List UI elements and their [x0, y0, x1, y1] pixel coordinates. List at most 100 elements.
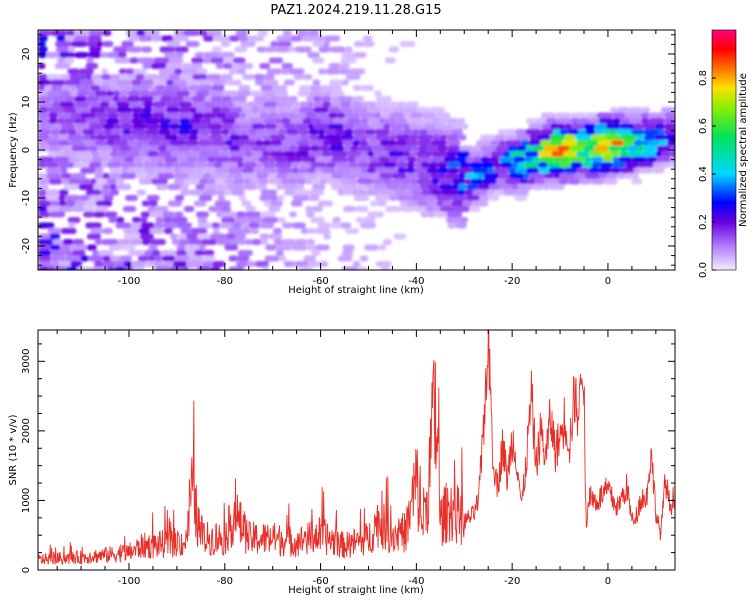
heatmap-cell: [147, 206, 157, 212]
heatmap-cell: [153, 96, 161, 102]
heatmap-cell: [78, 184, 94, 190]
heatmap-cell: [259, 233, 270, 240]
heatmap-cell: [109, 101, 117, 108]
heatmap-cell: [118, 112, 134, 119]
heatmap-cell: [231, 63, 239, 69]
heatmap-cell: [458, 173, 466, 179]
heatmap-cell: [245, 211, 261, 218]
heatmap-cell: [375, 96, 392, 102]
heatmap-cell: [262, 140, 272, 146]
heatmap-cell: [375, 261, 392, 267]
heatmap-cell: [345, 189, 352, 196]
heatmap-cell: [490, 140, 500, 146]
heatmap-cell: [446, 211, 463, 218]
heatmap-cell: [567, 129, 579, 135]
heatmap-cell: [109, 167, 122, 174]
colorbar-label: Normalized spectral amplitude: [738, 73, 749, 227]
heatmap-cell: [59, 200, 67, 207]
heatmap-cell: [219, 206, 231, 212]
heatmap-cell: [458, 134, 467, 141]
heatmap-cell: [354, 206, 369, 212]
heatmap-cell: [631, 156, 647, 163]
heatmap-cell: [104, 107, 118, 113]
heatmap-cell: [313, 101, 323, 108]
heatmap-cell: [619, 145, 629, 152]
heatmap-cell: [419, 184, 428, 190]
heatmap-cell: [129, 101, 144, 108]
heatmap-cell: [174, 46, 189, 53]
heatmap-cell: [600, 162, 613, 168]
heatmap-cell: [141, 200, 150, 207]
heatmap-cell: [38, 162, 47, 168]
heatmap-cell: [407, 156, 417, 163]
heatmap-cell: [210, 151, 220, 157]
colorbar-tick-label: 0.4: [698, 166, 709, 182]
heatmap-cell: [238, 35, 249, 42]
heatmap-cell: [343, 123, 355, 130]
heatmap-cell: [85, 74, 93, 80]
heatmap-cell: [293, 74, 304, 80]
heatmap-cell: [470, 178, 483, 185]
heatmap-cell: [38, 140, 48, 146]
heatmap-cell: [278, 112, 289, 119]
heatmap-cell: [499, 156, 515, 163]
heatmap-cell: [182, 68, 198, 75]
heatmap-cell: [38, 266, 49, 270]
heatmap-cell: [276, 173, 288, 179]
heatmap-cell: [292, 107, 300, 113]
heatmap-cell: [123, 228, 139, 234]
heatmap-cell: [432, 134, 441, 141]
heatmap-cell: [64, 96, 75, 102]
heatmap-cell: [247, 118, 265, 124]
heatmap-cell: [158, 151, 172, 157]
heatmap-cell: [80, 178, 91, 185]
heatmap-cell: [343, 206, 356, 212]
heatmap-cell: [140, 68, 147, 75]
heatmap-cell: [253, 96, 268, 102]
heatmap-cell: [299, 85, 311, 91]
heatmap-cell: [258, 107, 269, 113]
heatmap-cell: [233, 173, 243, 179]
colorbar-ticks: 0.00.20.40.60.8: [698, 29, 737, 278]
heatmap-cell: [109, 244, 123, 251]
heatmap-cell: [132, 112, 140, 119]
heatmap-cell: [452, 178, 465, 185]
heatmap-cell: [395, 140, 408, 146]
heatmap-cell: [166, 63, 183, 69]
heatmap-cell: [290, 118, 303, 124]
heatmap-cell: [118, 118, 132, 124]
heatmap-cell: [525, 145, 533, 152]
heatmap-cell: [227, 167, 243, 174]
heatmap-cell: [302, 173, 319, 179]
heatmap-cell: [318, 68, 327, 75]
heatmap-cell: [274, 156, 287, 163]
heatmap-cell: [105, 134, 121, 141]
heatmap-cell: [130, 145, 143, 152]
heatmap-cell: [266, 112, 279, 119]
heatmap-cell: [347, 151, 362, 157]
snr-background: [38, 330, 675, 570]
heatmap-cell: [500, 162, 513, 168]
heatmap-cell: [540, 129, 554, 135]
heatmap-cell: [347, 118, 361, 124]
heatmap-cell: [60, 145, 73, 152]
heatmap-cell: [69, 156, 80, 163]
heatmap-cell: [188, 85, 199, 91]
heatmap-cell: [185, 41, 200, 47]
heatmap-cell: [538, 162, 548, 168]
heatmap-cell: [120, 123, 134, 130]
heatmap-cell: [38, 255, 52, 262]
heatmap-cell: [538, 151, 552, 157]
heatmap-cell: [585, 129, 596, 135]
heatmap-cell: [116, 178, 125, 185]
heatmap-cell: [279, 255, 287, 262]
heatmap-cell: [358, 145, 373, 152]
heatmap-cell: [223, 63, 233, 69]
heatmap-cell: [489, 184, 501, 190]
heatmap-cell: [197, 233, 211, 240]
heatmap-cell: [642, 140, 650, 146]
spectrogram-y-tick-label: -20: [21, 238, 32, 254]
snr-y-tick-label: 2000: [21, 418, 32, 443]
heatmap-cell: [171, 96, 184, 102]
heatmap-cell: [106, 178, 117, 185]
